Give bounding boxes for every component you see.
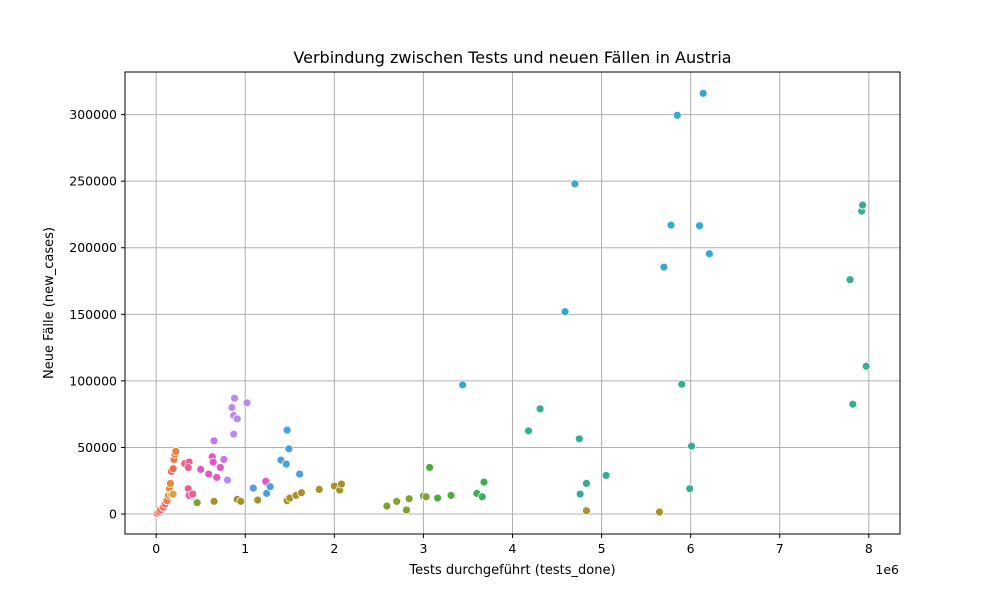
data-point	[845, 275, 855, 285]
data-point	[582, 479, 591, 488]
data-point	[560, 307, 570, 317]
data-point	[570, 179, 580, 189]
y-tick-label: 250000	[69, 174, 117, 189]
data-point	[601, 471, 611, 480]
data-point	[582, 506, 591, 516]
data-point	[262, 488, 272, 498]
data-point	[168, 464, 178, 474]
x-tick-label: 2	[330, 541, 338, 556]
data-point	[209, 496, 219, 506]
x-tick-label: 1	[241, 541, 249, 556]
y-tick-label: 300000	[69, 107, 117, 122]
data-point	[227, 403, 237, 412]
data-point	[858, 200, 867, 210]
data-point	[687, 441, 696, 451]
data-point	[281, 459, 291, 469]
data-point	[425, 463, 435, 472]
data-point	[421, 492, 431, 502]
data-point	[295, 469, 304, 479]
data-point	[677, 379, 687, 389]
axis-ticks: 0 1 2 3 4 5 6 7 8 0 50000 100000 150000 200000 250000 3…	[69, 107, 873, 556]
grid-lines	[125, 72, 900, 534]
data-point	[382, 501, 392, 511]
data-point	[183, 463, 193, 472]
x-tick-label: 7	[776, 541, 784, 556]
data-point	[433, 493, 443, 503]
x-axis-label: Tests durchgeführt (tests_done)	[408, 563, 615, 578]
x-tick-label: 8	[865, 541, 873, 556]
data-point	[236, 496, 246, 506]
data-point	[196, 465, 206, 474]
data-point	[248, 483, 258, 493]
plot-frame	[124, 71, 901, 535]
x-tick-label: 5	[598, 541, 606, 556]
data-point	[574, 434, 584, 444]
y-tick-label: 100000	[69, 373, 117, 388]
data-point	[666, 220, 676, 230]
data-point	[209, 436, 219, 446]
data-point	[314, 484, 324, 494]
data-point	[479, 477, 489, 487]
data-point	[223, 475, 232, 485]
data-point	[168, 489, 178, 499]
data-points	[152, 88, 871, 518]
y-tick-label: 150000	[69, 307, 117, 322]
data-point	[282, 425, 292, 435]
data-point	[284, 444, 294, 454]
data-point	[208, 457, 218, 467]
data-point	[188, 489, 198, 499]
data-point	[861, 361, 871, 371]
y-tick-label: 200000	[69, 240, 117, 255]
data-point	[655, 507, 664, 517]
x-tick-label: 0	[152, 541, 160, 556]
y-axis-label: Neue Fälle (new_cases)	[42, 227, 57, 379]
data-point	[698, 88, 708, 98]
data-point	[672, 110, 682, 120]
data-point	[402, 505, 411, 515]
x-tick-label: 4	[509, 541, 517, 556]
data-point	[446, 490, 456, 500]
data-point	[232, 414, 242, 424]
chart-title: Verbindung zwischen Tests und neuen Fäll…	[293, 48, 731, 67]
y-tick-label: 0	[109, 507, 117, 522]
data-point	[166, 479, 175, 488]
data-point	[848, 399, 858, 409]
data-point	[219, 455, 229, 464]
x-tick-label: 3	[419, 541, 427, 556]
data-point	[171, 447, 181, 456]
data-point	[685, 484, 695, 494]
data-point	[458, 380, 468, 390]
data-point	[204, 469, 214, 479]
data-point	[477, 492, 487, 502]
data-point	[242, 398, 252, 408]
data-point	[392, 496, 402, 506]
y-tick-label: 50000	[77, 440, 117, 455]
data-point	[212, 473, 222, 482]
data-point	[296, 488, 306, 498]
data-point	[575, 489, 585, 499]
data-point	[404, 494, 414, 504]
data-point	[253, 495, 263, 505]
data-point	[215, 463, 225, 472]
data-point	[535, 404, 545, 414]
x-tick-label: 6	[687, 541, 695, 556]
data-point	[695, 221, 704, 231]
data-point	[337, 479, 346, 489]
data-point	[229, 429, 239, 439]
data-point	[192, 498, 202, 508]
data-point	[230, 393, 239, 403]
data-point	[704, 249, 714, 259]
data-point	[659, 262, 669, 272]
data-point	[524, 426, 533, 436]
x-axis-offset-label: 1e6	[875, 562, 899, 577]
data-point	[265, 482, 275, 492]
